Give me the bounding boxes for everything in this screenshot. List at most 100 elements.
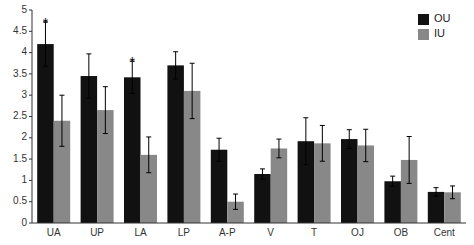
error-cap <box>217 138 222 139</box>
legend-label: OU <box>434 12 451 24</box>
error-bar <box>303 118 308 165</box>
x-tick-label: OB <box>394 227 409 238</box>
x-tick-label: LA <box>134 227 147 238</box>
error-bar <box>173 52 178 79</box>
y-tick <box>29 73 32 74</box>
bar <box>341 139 357 223</box>
legend-swatch <box>418 14 429 25</box>
error-cap <box>260 168 265 169</box>
error-line <box>409 137 410 184</box>
error-line <box>305 118 306 165</box>
error-cap <box>276 157 281 158</box>
error-cap <box>43 66 48 67</box>
plot-area <box>37 22 461 223</box>
error-cap <box>347 148 352 149</box>
error-line <box>61 95 62 146</box>
error-cap <box>190 118 195 119</box>
y-tick <box>29 10 32 11</box>
error-bar <box>260 169 265 179</box>
error-cap <box>146 172 151 173</box>
y-tick-label: 4.5 <box>13 25 27 36</box>
y-tick-label: 3.5 <box>13 68 27 79</box>
y-tick <box>29 116 32 117</box>
error-cap <box>450 198 455 199</box>
y-tick-label: 1 <box>21 174 27 185</box>
x-tick-label: Cent <box>434 227 455 238</box>
error-line <box>365 129 366 161</box>
chart: 00.511.522.533.544.55UAUPLALPA-PVTOJOBCe… <box>0 0 474 245</box>
y-tick <box>29 201 32 202</box>
error-bar <box>347 130 352 149</box>
y-tick <box>29 137 32 138</box>
error-cap <box>390 186 395 187</box>
error-line <box>219 138 220 161</box>
y-tick-label: 3 <box>21 89 27 100</box>
error-bar <box>434 188 439 197</box>
annotation: * <box>43 15 49 31</box>
bar <box>384 181 400 223</box>
legend: OUIU <box>418 12 451 40</box>
error-cap <box>103 133 108 134</box>
y-tick <box>29 180 32 181</box>
y-tick-label: 2.5 <box>13 110 27 121</box>
bar <box>428 192 444 223</box>
bar <box>167 65 183 223</box>
error-bar <box>59 95 64 146</box>
x-tick-label: OJ <box>351 227 364 238</box>
error-cap <box>146 136 151 137</box>
error-bar <box>103 87 108 134</box>
y-tick <box>29 95 32 96</box>
error-cap <box>173 51 178 52</box>
error-line <box>278 139 279 158</box>
annotations: ** <box>43 15 136 70</box>
error-cap <box>363 161 368 162</box>
error-cap <box>59 146 64 147</box>
error-cap <box>217 161 222 162</box>
error-bar <box>217 138 222 161</box>
error-cap <box>320 161 325 162</box>
error-bar <box>190 63 195 118</box>
y-tick <box>29 159 32 160</box>
error-bar <box>320 125 325 161</box>
error-bar <box>146 137 151 173</box>
error-cap <box>434 187 439 188</box>
series <box>54 63 461 223</box>
bar <box>37 44 53 223</box>
x-axis-line <box>32 223 466 224</box>
legend-swatch <box>418 29 429 40</box>
error-cap <box>303 117 308 118</box>
error-cap <box>103 86 108 87</box>
error-bar <box>450 186 455 199</box>
series <box>37 22 444 223</box>
y-tick <box>29 31 32 32</box>
error-line <box>175 52 176 79</box>
y-tick-label: 4 <box>21 46 27 57</box>
error-cap <box>233 209 238 210</box>
error-bar <box>86 54 91 98</box>
error-line <box>322 125 323 161</box>
y-tick <box>29 52 32 53</box>
error-cap <box>86 98 91 99</box>
bar <box>124 77 140 223</box>
error-cap <box>173 79 178 80</box>
y-tick-label: 0 <box>21 217 27 228</box>
error-line <box>436 188 437 197</box>
bar <box>271 148 287 223</box>
error-bar <box>233 194 238 209</box>
bar <box>81 76 97 223</box>
error-line <box>88 54 89 98</box>
y-tick-label: 2 <box>21 131 27 142</box>
error-cap <box>233 194 238 195</box>
error-cap <box>130 93 135 94</box>
error-cap <box>363 129 368 130</box>
y-tick-label: 0.5 <box>13 195 27 206</box>
axes: 00.511.522.533.544.55UAUPLALPA-PVTOJOBCe… <box>13 4 466 238</box>
annotation: * <box>130 54 136 70</box>
error-line <box>262 169 263 179</box>
bar <box>254 174 270 223</box>
error-line <box>349 130 350 149</box>
error-cap <box>276 139 281 140</box>
x-tick-label: UP <box>90 227 104 238</box>
error-cap <box>347 129 352 130</box>
y-tick <box>29 223 32 224</box>
